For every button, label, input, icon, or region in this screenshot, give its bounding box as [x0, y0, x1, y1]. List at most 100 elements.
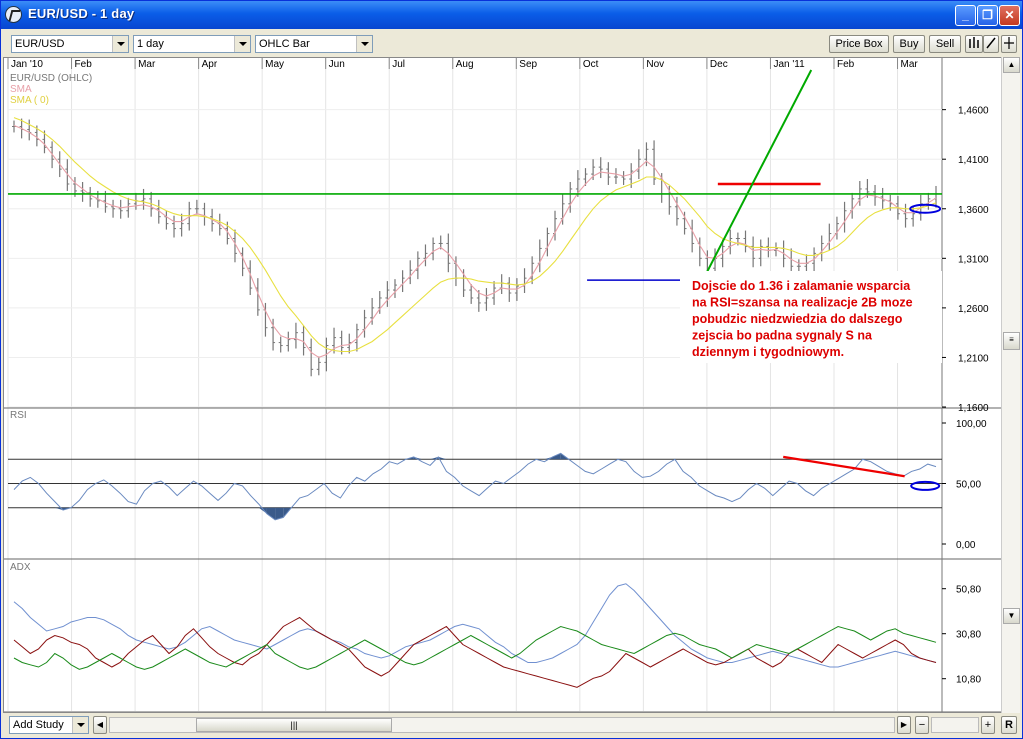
rsi-overbought-fill: [438, 456, 447, 460]
time-tick-label: Jun: [329, 59, 345, 70]
minimize-button[interactable]: _: [955, 5, 976, 26]
rsi-trend-line: [783, 455, 905, 478]
maximize-button[interactable]: ❐: [977, 5, 998, 26]
period-value: 1 day: [137, 38, 164, 50]
zoom-slider[interactable]: [931, 717, 979, 733]
chevron-down-icon[interactable]: [234, 36, 250, 52]
zoom-in-button[interactable]: +: [981, 716, 995, 734]
rsi-tick-label: 0,00: [956, 540, 976, 551]
time-tick-label: Feb: [837, 59, 855, 70]
time-axis-bg: [4, 58, 1001, 69]
sma-slow-line: [13, 117, 937, 353]
time-tick-label: Jan '11: [773, 59, 805, 70]
chart-type-select[interactable]: OHLC Bar: [255, 35, 373, 53]
price-tick-label: 1,4100: [958, 155, 989, 166]
price-legend-item: EUR/USD (OHLC): [10, 73, 92, 84]
window-title: EUR/USD - 1 day: [28, 6, 135, 21]
adx-tick-label: 30,80: [956, 630, 981, 641]
scroll-down-icon[interactable]: ▼: [1003, 608, 1020, 624]
minus-di-line: [13, 625, 937, 670]
rsi-overbought-fill: [544, 456, 553, 460]
rsi-ellipse-marker: [910, 480, 941, 491]
adx-legend: ADX: [10, 562, 31, 573]
rsi-tick-label: 100,00: [956, 419, 987, 430]
add-study-select[interactable]: Add Study: [9, 716, 89, 734]
time-tick-label: May: [265, 59, 284, 70]
time-tick-label: Apr: [202, 59, 218, 70]
bottom-bar: Add Study ◀ ||| ▶ − + R: [3, 714, 1020, 736]
sma-fast-line: [13, 124, 937, 359]
rsi-overbought-fill: [552, 453, 561, 460]
annotation-box: [680, 271, 942, 363]
price-tick-label: 1,3100: [958, 254, 989, 265]
chart-canvas[interactable]: Jan '10 Feb Mar Apr May Jun Jul Aug Sep Oct Nov Dec…: [4, 58, 1001, 713]
price-ellipse-marker: [909, 203, 942, 214]
sell-button[interactable]: Sell: [929, 35, 961, 53]
chevron-down-icon[interactable]: [72, 717, 88, 733]
zoom-out-button[interactable]: −: [915, 716, 929, 734]
rsi-oversold-fill: [258, 507, 267, 514]
time-tick-label: Feb: [75, 59, 93, 70]
rsi-tick-label: 50,00: [956, 480, 981, 491]
horizontal-scroll-thumb[interactable]: |||: [196, 718, 392, 732]
rsi-oversold-fill: [266, 507, 276, 520]
chevron-down-icon[interactable]: [356, 36, 372, 52]
adx-line: [13, 583, 937, 668]
time-tick-label: Sep: [519, 59, 537, 70]
price-tick-label: 1,1600: [958, 403, 989, 414]
annotation-text-line: Dojscie do 1.36 i zalamanie wsparcia: [692, 279, 911, 293]
annotation-text-line: pobudzic niedzwiedzia do dalszego: [692, 312, 903, 326]
period-select[interactable]: 1 day: [133, 35, 251, 53]
chart-toolbar: EUR/USD 1 day OHLC Bar Price Box Buy Sel…: [3, 31, 1020, 57]
chart-type-value: OHLC Bar: [259, 38, 310, 50]
scroll-thumb[interactable]: ≡: [1003, 332, 1020, 350]
time-tick-label: Dec: [710, 59, 728, 70]
price-tick-label: 1,2100: [958, 353, 989, 364]
annotation-text-line: na RSI=szansa na realizacje 2B moze: [692, 296, 913, 310]
price-tick-label: 1,2600: [958, 304, 989, 315]
price-tick-label: 1,3600: [958, 205, 989, 216]
adx-tick-label: 10,80: [956, 675, 981, 686]
time-tick-label: Jan '10: [11, 59, 43, 70]
symbol-value: EUR/USD: [15, 38, 65, 50]
bar-style-button[interactable]: [965, 35, 983, 53]
bars-icon: [969, 37, 979, 48]
price-legend-item: SMA: [10, 84, 32, 95]
app-logo-icon: [5, 6, 22, 23]
crosshair-button[interactable]: [1001, 35, 1017, 53]
chart-area[interactable]: Jan '10 Feb Mar Apr May Jun Jul Aug Sep Oct Nov Dec…: [3, 57, 1002, 713]
vertical-scrollbar[interactable]: ▲ ≡ ▼: [1001, 57, 1020, 713]
draw-line-button[interactable]: [983, 35, 999, 53]
time-tick-label: Mar: [138, 59, 156, 70]
reset-button[interactable]: R: [1001, 716, 1017, 734]
price-box-button[interactable]: Price Box: [829, 35, 889, 53]
crosshair-icon: [1004, 37, 1014, 49]
rsi-oversold-fill: [275, 507, 284, 520]
adx-tick-label: 50,80: [956, 585, 981, 596]
scroll-right-button[interactable]: ▶: [897, 716, 911, 734]
price-legend-item: SMA ( 0): [10, 95, 49, 106]
chevron-down-icon[interactable]: [112, 36, 128, 52]
rsi-line: [13, 452, 937, 521]
annotation-text-line: dziennym i tygodniowym.: [692, 345, 844, 359]
time-tick-label: Nov: [646, 59, 664, 70]
scroll-up-icon[interactable]: ▲: [1003, 57, 1020, 73]
add-study-label: Add Study: [13, 719, 64, 731]
plus-di-line: [13, 616, 937, 688]
scroll-left-button[interactable]: ◀: [93, 716, 107, 734]
time-tick-label: Jul: [392, 59, 405, 70]
rsi-legend: RSI: [10, 410, 27, 421]
time-tick-label: Mar: [901, 59, 919, 70]
close-button[interactable]: ✕: [999, 5, 1020, 26]
time-tick-label: Aug: [456, 59, 474, 70]
rsi-overbought-fill: [413, 456, 422, 460]
trend-drawn-line: [702, 69, 813, 279]
line-tool-icon: [986, 37, 996, 49]
annotation-text-line: zejscia bo padna sygnaly S na: [692, 329, 873, 343]
buy-button[interactable]: Buy: [893, 35, 925, 53]
horizontal-scrollbar[interactable]: |||: [109, 717, 895, 733]
price-tick-label: 1,4600: [958, 106, 989, 117]
symbol-select[interactable]: EUR/USD: [11, 35, 129, 53]
title-bar[interactable]: EUR/USD - 1 day _ ❐ ✕: [1, 1, 1022, 29]
